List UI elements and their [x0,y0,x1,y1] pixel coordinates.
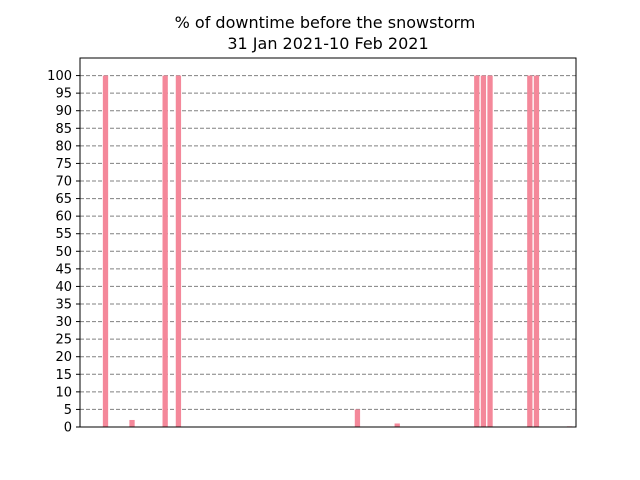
bar [487,75,493,427]
y-tick-label: 75 [55,157,72,172]
bar [354,409,361,427]
plot-frame [79,57,577,428]
y-tick-label: 5 [64,403,72,418]
y-tick-label: 85 [55,122,72,137]
y-tick-label: 35 [55,298,72,313]
y-tick-label: 30 [55,315,72,330]
gridlines [80,75,576,410]
y-tick-label: 70 [55,175,72,190]
y-tick-label: 10 [55,385,72,400]
y-tick-label: 80 [55,139,72,154]
y-tick-label: 65 [55,192,72,207]
bar [480,75,487,427]
y-tick-label: 15 [55,368,72,383]
bar [527,75,533,427]
y-tick-label: 100 [47,69,72,84]
plot-area [80,58,576,427]
y-tick-label: 90 [55,104,72,119]
y-tick-label: 95 [55,87,72,102]
bars [102,75,573,428]
y-tick-label: 45 [55,262,72,277]
bar [102,75,109,427]
bar [129,419,135,427]
bar [162,75,168,427]
y-tick-label: 0 [64,421,72,436]
chart-subtitle: 31 Jan 2021-10 Feb 2021 [227,34,428,53]
chart-title: % of downtime before the snowstorm [175,13,476,32]
bar [175,75,182,427]
bar [394,423,400,427]
y-tick-label: 60 [55,210,72,225]
bar [474,75,480,427]
y-tick-label: 40 [55,280,72,295]
y-tick-label: 50 [55,245,72,260]
y-tick-label: 20 [55,350,72,365]
y-tick-label: 25 [55,333,72,348]
bar [533,75,540,427]
y-tick-label: 55 [55,227,72,242]
y-axis-ticks: 0 5 10 15 20 25 30 35 40 45 50 55 60 65 70 75 80 85 90 95 10… [47,69,80,436]
